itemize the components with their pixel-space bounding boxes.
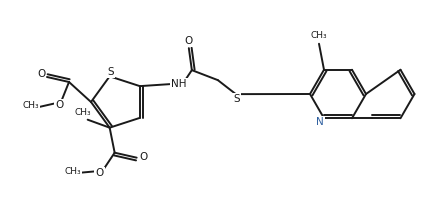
Text: O: O <box>139 152 148 162</box>
Text: O: O <box>37 69 45 79</box>
Text: S: S <box>234 94 240 104</box>
Text: O: O <box>96 168 104 178</box>
Text: CH₃: CH₃ <box>75 108 91 117</box>
Text: O: O <box>185 36 193 46</box>
Text: O: O <box>55 100 63 110</box>
Text: N: N <box>316 117 324 127</box>
Text: CH₃: CH₃ <box>64 167 81 176</box>
Text: NH: NH <box>171 79 187 89</box>
Text: CH₃: CH₃ <box>311 31 327 40</box>
Text: CH₃: CH₃ <box>22 102 39 111</box>
Text: S: S <box>107 67 114 77</box>
